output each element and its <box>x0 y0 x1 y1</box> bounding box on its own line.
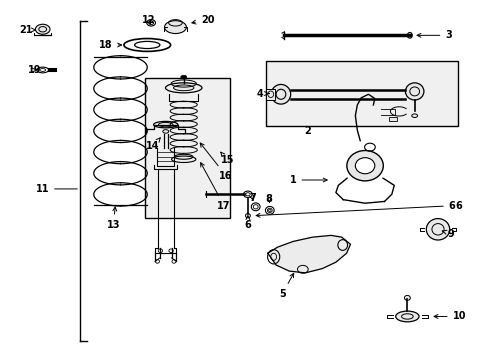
Text: 21: 21 <box>19 25 36 35</box>
Ellipse shape <box>355 158 374 174</box>
Ellipse shape <box>395 311 418 322</box>
Text: 16: 16 <box>200 143 232 181</box>
Ellipse shape <box>245 213 250 218</box>
Text: 15: 15 <box>220 152 234 165</box>
Ellipse shape <box>181 75 186 79</box>
Bar <box>144 78 229 217</box>
Text: 6: 6 <box>256 201 455 217</box>
Ellipse shape <box>405 83 423 100</box>
Bar <box>266 89 275 100</box>
Ellipse shape <box>35 24 50 34</box>
Ellipse shape <box>164 21 186 33</box>
Ellipse shape <box>174 154 193 159</box>
Ellipse shape <box>411 114 417 117</box>
Ellipse shape <box>346 150 383 181</box>
Text: 13: 13 <box>106 207 120 230</box>
Bar <box>266 62 458 126</box>
Bar <box>388 117 396 121</box>
Ellipse shape <box>407 32 411 38</box>
Ellipse shape <box>271 85 290 104</box>
Text: 10: 10 <box>433 311 465 321</box>
Text: 4: 4 <box>256 89 268 99</box>
Text: 8: 8 <box>265 194 272 203</box>
Text: 12: 12 <box>141 15 155 25</box>
Ellipse shape <box>173 85 194 91</box>
Text: 9: 9 <box>441 229 453 239</box>
Text: 2: 2 <box>304 126 310 136</box>
Ellipse shape <box>404 296 409 300</box>
Ellipse shape <box>163 130 168 133</box>
Text: 14: 14 <box>146 138 160 151</box>
Ellipse shape <box>158 122 173 127</box>
Ellipse shape <box>146 19 155 26</box>
Text: 18: 18 <box>99 40 121 50</box>
Text: 3: 3 <box>416 30 451 40</box>
Ellipse shape <box>267 208 272 212</box>
Text: 1: 1 <box>289 175 326 185</box>
Text: 20: 20 <box>191 15 214 25</box>
Text: 5: 5 <box>279 273 293 298</box>
Text: 7: 7 <box>248 193 255 203</box>
Text: 19: 19 <box>28 65 41 75</box>
Text: 11: 11 <box>36 184 77 194</box>
Ellipse shape <box>426 219 449 240</box>
Text: 6: 6 <box>455 201 461 211</box>
Polygon shape <box>267 235 350 273</box>
Text: 6: 6 <box>244 216 251 230</box>
Text: 17: 17 <box>200 163 230 211</box>
